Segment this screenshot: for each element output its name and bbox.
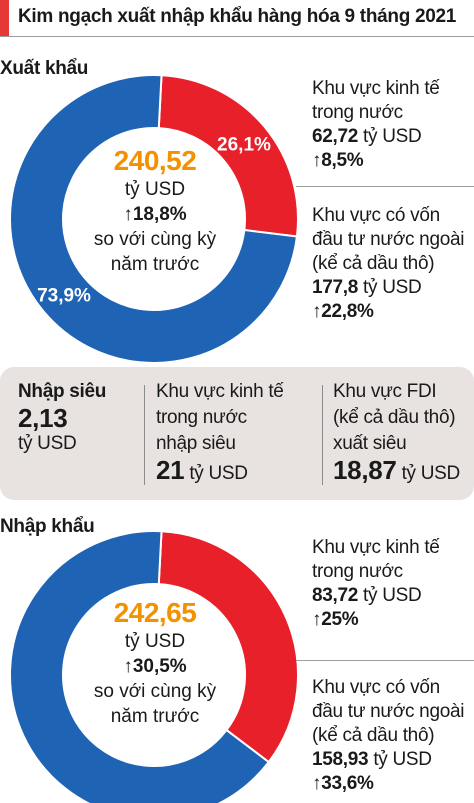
import-domestic-legend: Khu vực kinh tế trong nước 83,72 tỷ USD … (312, 536, 472, 632)
export-total-value: 240,52 (113, 145, 197, 176)
export-section-title: Xuất khẩu (0, 58, 89, 79)
export-total-unit: tỷ USD (124, 179, 186, 200)
import-growth: ↑30,5% (123, 656, 187, 677)
legend-divider (296, 186, 474, 187)
import-growth-note-2: năm trước (110, 706, 200, 727)
legend-value: 62,72 (312, 126, 359, 147)
fdi-balance-value: 18,87 (333, 455, 397, 485)
export-center-summary: 240,52 tỷ USD ↑18,8% so với cùng kỳ năm … (80, 145, 230, 277)
trade-balance-unit: tỷ USD (18, 433, 77, 454)
trade-balance-panel: Nhập siêu 2,13 tỷ USD Khu vực kinh tế tr… (0, 367, 474, 500)
legend-value-line: 62,72 tỷ USD (312, 125, 472, 149)
donut-slice-fdi (9, 74, 299, 364)
legend-line: (kể cả dầu thô) (312, 725, 435, 746)
slice-percent-label: 26,1% (217, 134, 271, 155)
domestic-balance-value: 21 (156, 455, 185, 485)
import-growth-note-1: so với cùng kỳ (93, 681, 217, 702)
balance-line: trong nước (156, 407, 247, 428)
balance-line: (kể cả dầu thô) (333, 407, 456, 428)
import-fdi-legend: Khu vực có vốn đầu tư nước ngoài (kể cả … (312, 676, 472, 796)
legend-unit: tỷ USD (363, 585, 422, 606)
import-donut-chart (9, 530, 299, 803)
legend-line: trong nước (312, 561, 403, 582)
legend-change: ↑33,6% (312, 773, 374, 794)
balance-line: xuất siêu (333, 433, 407, 454)
legend-unit: tỷ USD (363, 126, 422, 147)
export-donut-chart: 26,1% 73,9% (9, 74, 299, 364)
balance-divider (144, 385, 145, 485)
fdi-balance-unit: tỷ USD (401, 463, 461, 484)
title-divider (0, 36, 474, 37)
import-center-summary: 242,65 tỷ USD ↑30,5% so với cùng kỳ năm … (80, 597, 230, 729)
import-total-value: 242,65 (113, 597, 197, 628)
legend-unit: tỷ USD (373, 749, 432, 770)
legend-line: đầu tư nước ngoài (312, 229, 465, 250)
legend-value-line: 158,93 tỷ USD (312, 748, 472, 772)
donut-slice-fdi (9, 530, 271, 803)
export-fdi-legend: Khu vực có vốn đầu tư nước ngoài (kể cả … (312, 204, 472, 324)
import-total-unit: tỷ USD (124, 631, 186, 652)
legend-unit: tỷ USD (363, 277, 422, 298)
legend-value: 158,93 (312, 749, 369, 770)
legend-value-line: 177,8 tỷ USD (312, 276, 472, 300)
trade-balance-value: 2,13 (18, 403, 68, 433)
domestic-balance: Khu vực kinh tế trong nước nhập siêu 21 … (156, 379, 284, 487)
legend-value-line: 83,72 tỷ USD (312, 584, 472, 608)
balance-value-line: 18,87 tỷ USD (333, 457, 460, 487)
balance-line: Khu vực kinh tế (156, 381, 284, 402)
export-domestic-legend: Khu vực kinh tế trong nước 62,72 tỷ USD … (312, 77, 472, 173)
legend-value: 177,8 (312, 277, 359, 298)
domestic-balance-unit: tỷ USD (189, 463, 248, 484)
title-accent-bar (0, 0, 9, 36)
export-growth-note-1: so với cùng kỳ (93, 229, 217, 250)
legend-value: 83,72 (312, 585, 359, 606)
export-growth: ↑18,8% (123, 204, 187, 225)
trade-balance-total: Nhập siêu 2,13 tỷ USD (18, 379, 106, 457)
donut-slice-domestic (157, 74, 299, 238)
export-growth-note-2: năm trước (110, 254, 200, 275)
legend-line: Khu vực kinh tế (312, 537, 440, 558)
page-title: Kim ngạch xuất nhập khẩu hàng hóa 9 thán… (18, 6, 457, 27)
trade-balance-title: Nhập siêu (18, 381, 107, 402)
slice-percent-label: 73,9% (37, 286, 91, 307)
legend-change: ↑8,5% (312, 150, 364, 171)
legend-divider (296, 660, 474, 661)
balance-line: nhập siêu (156, 433, 236, 454)
balance-value-line: 21 tỷ USD (156, 457, 284, 487)
donut-slice-domestic (157, 530, 299, 764)
legend-change: ↑25% (312, 609, 359, 630)
legend-line: đầu tư nước ngoài (312, 701, 465, 722)
legend-change: ↑22,8% (312, 301, 374, 322)
legend-line: (kể cả dầu thô) (312, 253, 435, 274)
legend-line: Khu vực có vốn (312, 205, 440, 226)
legend-line: Khu vực có vốn (312, 677, 440, 698)
import-section-title: Nhập khẩu (0, 516, 95, 537)
balance-line: Khu vực FDI (333, 381, 437, 402)
legend-line: trong nước (312, 102, 403, 123)
title-bar: Kim ngạch xuất nhập khẩu hàng hóa 9 thán… (0, 0, 474, 36)
balance-divider (322, 385, 323, 485)
fdi-balance: Khu vực FDI (kể cả dầu thô) xuất siêu 18… (333, 379, 460, 487)
legend-line: Khu vực kinh tế (312, 78, 440, 99)
